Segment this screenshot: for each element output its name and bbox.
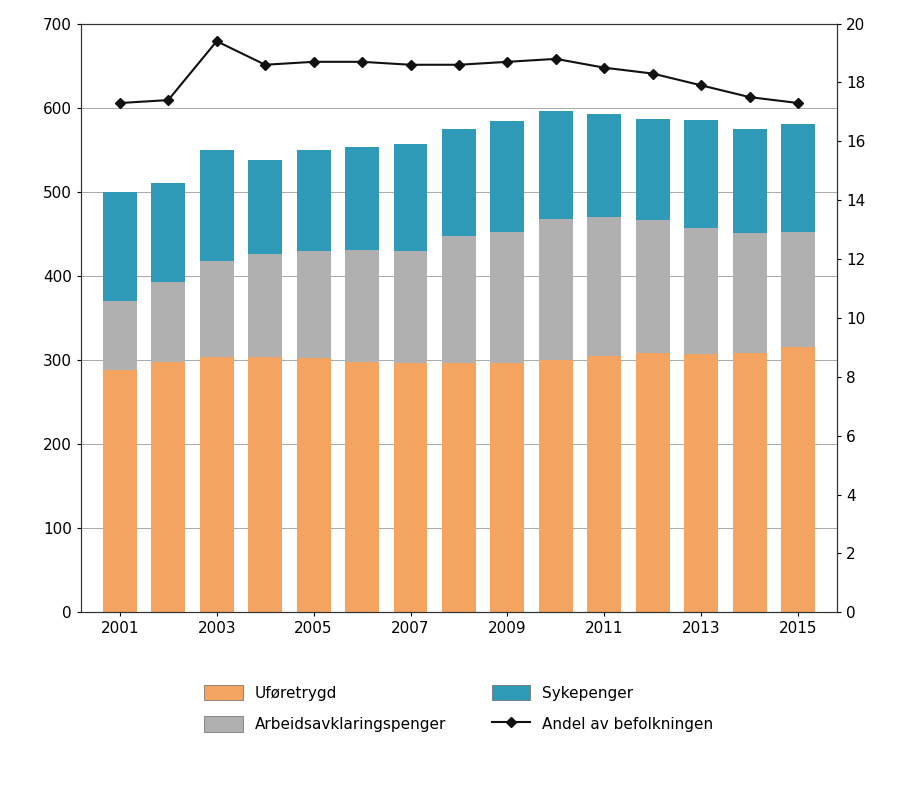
Bar	[733, 353, 767, 612]
Bar	[442, 363, 476, 612]
Bar	[345, 250, 379, 362]
Bar	[200, 261, 234, 357]
Bar	[297, 150, 330, 250]
Bar	[345, 148, 379, 250]
Bar	[200, 357, 234, 612]
Bar	[491, 232, 525, 363]
Bar	[200, 150, 234, 261]
Bar	[103, 301, 137, 370]
Bar	[539, 219, 573, 360]
Bar	[781, 125, 815, 232]
Bar	[588, 217, 621, 356]
Bar	[442, 236, 476, 363]
Bar	[248, 160, 282, 254]
Bar	[151, 282, 185, 362]
Bar	[588, 115, 621, 217]
Bar	[442, 129, 476, 236]
Bar	[248, 254, 282, 356]
Bar	[393, 363, 428, 612]
Bar	[151, 183, 185, 282]
Bar	[345, 362, 379, 612]
Bar	[151, 362, 185, 612]
Legend: Uføretrygd, Arbeidsavklaringspenger, Sykepenger, Andel av befolkningen: Uføretrygd, Arbeidsavklaringspenger, Syk…	[204, 685, 714, 732]
Bar	[684, 120, 718, 228]
Bar	[297, 358, 330, 612]
Bar	[103, 370, 137, 612]
Bar	[636, 221, 670, 353]
Bar	[733, 233, 767, 353]
Bar	[297, 250, 330, 358]
Bar	[491, 363, 525, 612]
Bar	[588, 356, 621, 612]
Bar	[684, 354, 718, 612]
Bar	[491, 121, 525, 232]
Bar	[781, 232, 815, 347]
Bar	[684, 228, 718, 354]
Bar	[636, 119, 670, 221]
Bar	[636, 353, 670, 612]
Bar	[103, 192, 137, 301]
Bar	[539, 360, 573, 612]
Bar	[539, 111, 573, 219]
Bar	[393, 250, 428, 363]
Bar	[248, 356, 282, 612]
Bar	[733, 129, 767, 233]
Bar	[781, 347, 815, 612]
Bar	[393, 144, 428, 250]
